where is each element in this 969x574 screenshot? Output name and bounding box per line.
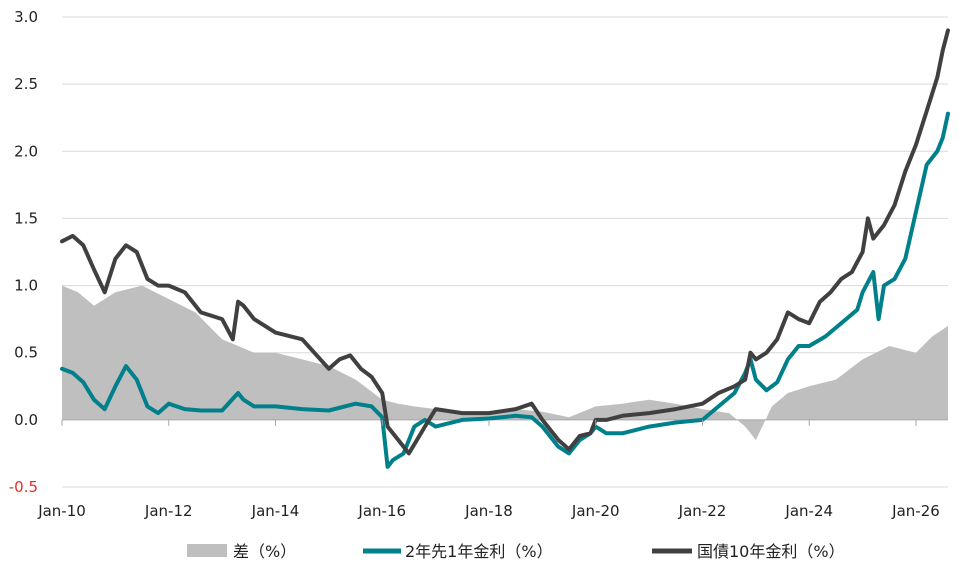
x-tick-label: Jan-18: [464, 502, 513, 520]
y-axis-tick-labels: 3.0 2.5 2.0 1.5 1.0 0.5 0.0 -0.5: [9, 8, 38, 496]
y-tick-label: 0.0: [14, 411, 38, 429]
area-series-layer: [62, 285, 948, 440]
legend-label: 差（%）: [233, 542, 296, 561]
x-tick-label: Jan-14: [251, 502, 300, 520]
x-tick-label: Jan-24: [784, 502, 833, 520]
legend-item: 2年先1年金利（%）: [363, 542, 553, 561]
legend-item: 差（%）: [187, 542, 296, 561]
legend-label: 2年先1年金利（%）: [405, 542, 553, 561]
y-tick-label: 3.0: [14, 8, 38, 26]
area-series-diff: [62, 285, 948, 440]
x-tick-label: Jan-22: [678, 502, 727, 520]
x-tick-label: Jan-12: [144, 502, 193, 520]
y-tick-label: 0.5: [14, 344, 38, 362]
line-series-10y-yield: [60, 28, 950, 456]
legend-label: 国債10年金利（%）: [697, 542, 845, 561]
y-tick-label: 2.0: [14, 142, 38, 160]
line-series-layer: [60, 28, 950, 469]
x-axis: Jan-10 Jan-12 Jan-14 Jan-16 Jan-18 Jan-20 Jan-…: [37, 419, 948, 520]
x-tick-label: Jan-26: [891, 502, 940, 520]
legend-swatch-area: [187, 544, 227, 557]
y-tick-label: -0.5: [9, 478, 38, 496]
x-tick-label: Jan-10: [37, 502, 86, 520]
y-tick-label: 1.0: [14, 277, 38, 295]
x-tick-label: Jan-16: [357, 502, 406, 520]
x-tick-label: Jan-20: [571, 502, 620, 520]
line-series-forward-rate: [60, 111, 950, 469]
y-tick-label: 2.5: [14, 75, 38, 93]
legend: 差（%） 2年先1年金利（%） 国債10年金利（%）: [187, 542, 845, 561]
y-tick-label: 1.5: [14, 209, 38, 227]
legend-item: 国債10年金利（%）: [652, 542, 845, 561]
